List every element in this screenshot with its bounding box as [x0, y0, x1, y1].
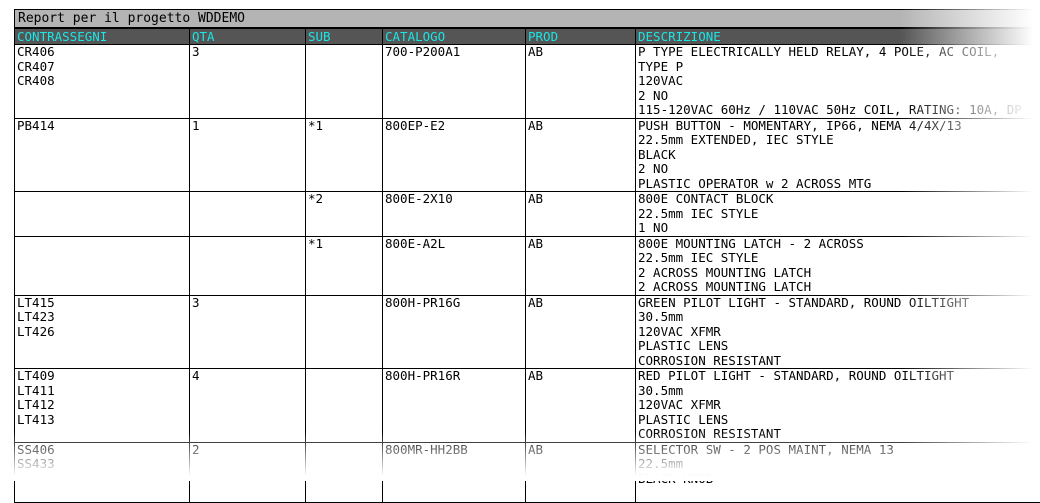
prod-cell: AB — [526, 369, 636, 443]
catalog-cell: 700-P200A1 — [383, 45, 526, 119]
qty-cell — [190, 236, 306, 295]
tags-cell: SS406 SS433 — [15, 442, 190, 502]
qty-cell: 3 — [190, 45, 306, 119]
sub-cell: *2 — [306, 192, 383, 237]
tags-cell: LT415 LT423 LT426 — [15, 295, 190, 369]
catalog-cell: 800E-A2L — [383, 236, 526, 295]
report-sheet: Report per il progetto WDDEMO CONTRASSEG… — [14, 9, 1040, 503]
tags-cell: LT409 LT411 LT412 LT413 — [15, 369, 190, 443]
catalog-cell: 800EP-E2 — [383, 118, 526, 192]
report-table: CONTRASSEGNI QTA SUB CATALOGO PROD DESCR… — [14, 28, 1040, 503]
column-header-descrizione[interactable]: DESCRIZIONE — [636, 29, 1040, 45]
tags-cell — [15, 192, 190, 237]
column-header-contrassegni[interactable]: CONTRASSEGNI — [15, 29, 190, 45]
prod-cell: AB — [526, 236, 636, 295]
column-header-qta[interactable]: QTA — [190, 29, 306, 45]
qty-cell: 1 — [190, 118, 306, 192]
qty-cell: 2 — [190, 442, 306, 502]
prod-cell: AB — [526, 45, 636, 119]
report-title: Report per il progetto WDDEMO — [14, 9, 1040, 28]
catalog-cell: 800MR-HH2BB — [383, 442, 526, 502]
catalog-cell: 800H-PR16G — [383, 295, 526, 369]
catalog-cell: 800H-PR16R — [383, 369, 526, 443]
prod-cell: AB — [526, 192, 636, 237]
prod-cell: AB — [526, 118, 636, 192]
sub-cell: *1 — [306, 118, 383, 192]
column-header-catalogo[interactable]: CATALOGO — [383, 29, 526, 45]
description-cell: PUSH BUTTON - MOMENTARY, IP66, NEMA 4/4X… — [636, 118, 1040, 192]
header-row: CONTRASSEGNI QTA SUB CATALOGO PROD DESCR… — [15, 29, 1040, 45]
qty-cell — [190, 192, 306, 237]
sub-cell — [306, 442, 383, 502]
description-cell: 800E CONTACT BLOCK 22.5mm IEC STYLE 1 NO — [636, 192, 1040, 237]
sub-cell: *1 — [306, 236, 383, 295]
sub-cell — [306, 369, 383, 443]
prod-cell: AB — [526, 442, 636, 502]
column-header-sub[interactable]: SUB — [306, 29, 383, 45]
qty-cell: 4 — [190, 369, 306, 443]
description-cell: GREEN PILOT LIGHT - STANDARD, ROUND OILT… — [636, 295, 1040, 369]
description-cell: P TYPE ELECTRICALLY HELD RELAY, 4 POLE, … — [636, 45, 1040, 119]
qty-cell: 3 — [190, 295, 306, 369]
tags-cell: CR406 CR407 CR408 — [15, 45, 190, 119]
column-header-prod[interactable]: PROD — [526, 29, 636, 45]
description-cell: 800E MOUNTING LATCH - 2 ACROSS 22.5mm IE… — [636, 236, 1040, 295]
prod-cell: AB — [526, 295, 636, 369]
sub-cell — [306, 295, 383, 369]
sub-cell — [306, 45, 383, 119]
tags-cell — [15, 236, 190, 295]
description-cell: RED PILOT LIGHT - STANDARD, ROUND OILTIG… — [636, 369, 1040, 443]
catalog-cell: 800E-2X10 — [383, 192, 526, 237]
tags-cell: PB414 — [15, 118, 190, 192]
description-cell: SELECTOR SW - 2 POS MAINT, NEMA 13 22.5m… — [636, 442, 1040, 502]
